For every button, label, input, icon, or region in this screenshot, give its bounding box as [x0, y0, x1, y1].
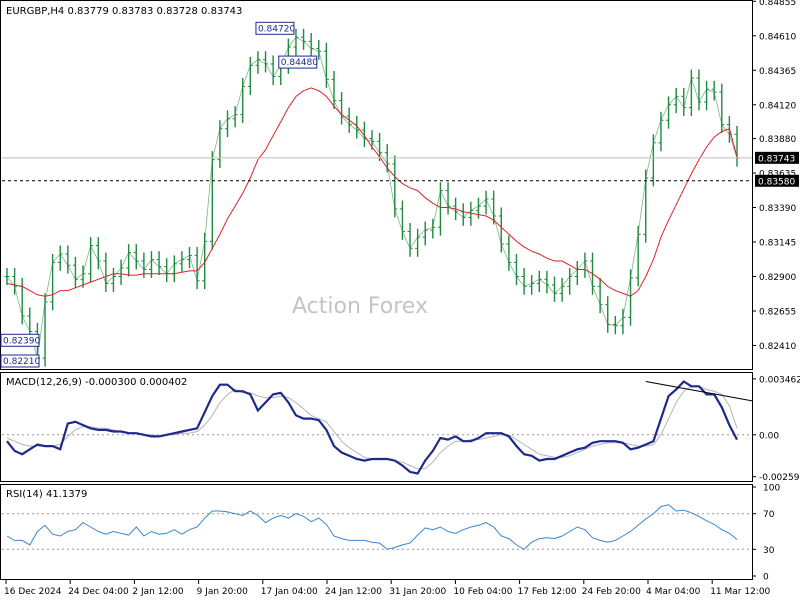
macd-tick-label: 0.00	[759, 431, 779, 441]
price-annotation-box	[0, 354, 40, 368]
price-close-line	[6, 36, 738, 359]
price-annotation-box	[255, 21, 295, 35]
time-tick-label: 17 Jan 04:00	[261, 587, 318, 597]
axes: 0.84855 0.84610 0.84365 0.84120 0.83880 0.836…	[4, 0, 800, 597]
rsi-panel	[2, 504, 752, 550]
price-header: EURGBP,H4 0.83779 0.83783 0.83728 0.8374…	[6, 6, 242, 17]
macd-signal-line	[6, 385, 738, 470]
price-panel-frame	[0, 0, 753, 370]
rsi-tick-label: 100	[763, 484, 780, 494]
price-tick-label: 0.83635	[759, 170, 796, 180]
price-tick-label: 0.84120	[759, 101, 796, 111]
price-annotation-label: 0.82390	[3, 336, 40, 346]
price-annotation-label: 0.84720	[258, 24, 295, 34]
price-panel: 0.84720 0.84480 0.82390 0.82210	[0, 21, 752, 368]
moving-average-line	[6, 87, 738, 297]
macd-tick-label: -0.002593	[759, 473, 800, 483]
price-tick-label: 0.82410	[759, 342, 796, 352]
time-tick-label: 9 Jan 20:00	[197, 587, 249, 597]
time-tick-label: 24 Dec 04:00	[68, 587, 129, 597]
price-tick-label: 0.82655	[759, 307, 796, 317]
current-price-label: 0.83743	[758, 154, 795, 164]
price-tick-label: 0.84855	[759, 0, 796, 8]
macd-header: MACD(12,26,9) -0.000300 0.000402	[6, 377, 187, 388]
time-tick-label: 2 Jan 12:00	[132, 587, 184, 597]
level-box	[755, 174, 799, 187]
rsi-tick-label: 70	[763, 510, 775, 520]
macd-panel-frame	[0, 372, 753, 482]
price-tick-label: 0.83145	[759, 239, 796, 249]
price-annotation-box	[0, 333, 40, 347]
price-tick-label: 0.84610	[759, 32, 796, 42]
macd-panel	[2, 380, 753, 475]
price-tick-label: 0.84365	[759, 67, 796, 77]
price-tick-label: 0.83880	[759, 135, 796, 145]
rsi-panel-frame	[0, 484, 753, 580]
price-annotation-box	[278, 55, 318, 69]
rsi-tick-label: 0	[763, 573, 769, 583]
price-annotation-label: 0.82210	[3, 357, 40, 367]
time-tick-label: 10 Feb 04:00	[453, 587, 512, 597]
time-tick-label: 31 Jan 20:00	[389, 587, 446, 597]
watermark: Action Forex	[292, 294, 428, 319]
macd-tick-label: 0.003462	[759, 375, 800, 385]
current-price-box	[755, 151, 799, 164]
rsi-header: RSI(14) 41.1379	[6, 489, 87, 500]
time-tick-label: 24 Jan 12:00	[325, 587, 382, 597]
time-tick-label: 17 Feb 12:00	[518, 587, 577, 597]
price-tick-label: 0.82900	[759, 273, 796, 283]
time-tick-label: 11 Mar 12:00	[710, 587, 770, 597]
price-annotation-label: 0.84480	[281, 58, 318, 68]
level-label: 0.83580	[758, 177, 795, 187]
time-tick-label: 24 Feb 20:00	[582, 587, 641, 597]
macd-line	[6, 380, 738, 475]
macd-trendline	[645, 380, 753, 402]
rsi-line	[6, 504, 738, 550]
rsi-tick-label: 30	[763, 546, 775, 556]
time-tick-label: 16 Dec 2024	[4, 587, 62, 597]
time-tick-label: 4 Mar 04:00	[646, 587, 701, 597]
price-tick-label: 0.83390	[759, 204, 796, 214]
